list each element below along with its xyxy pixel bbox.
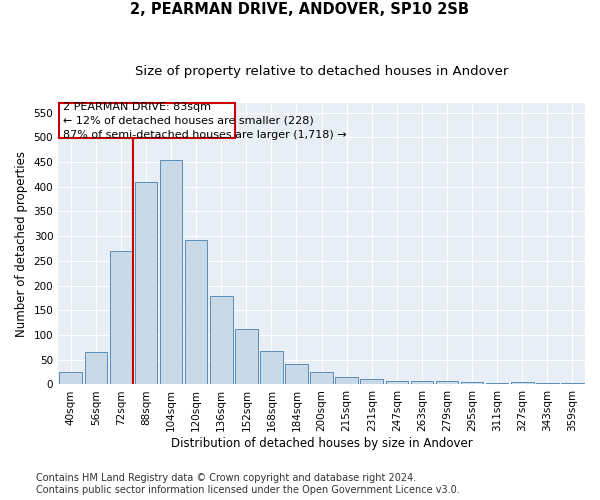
- Bar: [134, 182, 157, 384]
- Bar: [511, 382, 533, 384]
- Bar: [210, 296, 233, 384]
- Title: Size of property relative to detached houses in Andover: Size of property relative to detached ho…: [135, 65, 508, 78]
- Bar: [386, 382, 408, 384]
- Bar: [461, 382, 484, 384]
- Text: 2, PEARMAN DRIVE, ANDOVER, SP10 2SB: 2, PEARMAN DRIVE, ANDOVER, SP10 2SB: [131, 2, 470, 18]
- Bar: [285, 364, 308, 384]
- Bar: [561, 383, 584, 384]
- Bar: [110, 251, 132, 384]
- X-axis label: Distribution of detached houses by size in Andover: Distribution of detached houses by size …: [171, 437, 472, 450]
- Bar: [235, 328, 257, 384]
- Bar: [85, 352, 107, 384]
- Bar: [310, 372, 333, 384]
- Bar: [361, 378, 383, 384]
- Bar: [185, 240, 208, 384]
- Bar: [160, 160, 182, 384]
- Bar: [410, 381, 433, 384]
- Bar: [536, 383, 559, 384]
- Bar: [486, 383, 508, 384]
- Bar: [59, 372, 82, 384]
- FancyBboxPatch shape: [59, 103, 235, 138]
- Bar: [436, 382, 458, 384]
- Text: 2 PEARMAN DRIVE: 83sqm
← 12% of detached houses are smaller (228)
87% of semi-de: 2 PEARMAN DRIVE: 83sqm ← 12% of detached…: [63, 102, 347, 140]
- Bar: [260, 351, 283, 384]
- Text: Contains HM Land Registry data © Crown copyright and database right 2024.
Contai: Contains HM Land Registry data © Crown c…: [36, 474, 460, 495]
- Bar: [335, 377, 358, 384]
- Y-axis label: Number of detached properties: Number of detached properties: [15, 150, 28, 336]
